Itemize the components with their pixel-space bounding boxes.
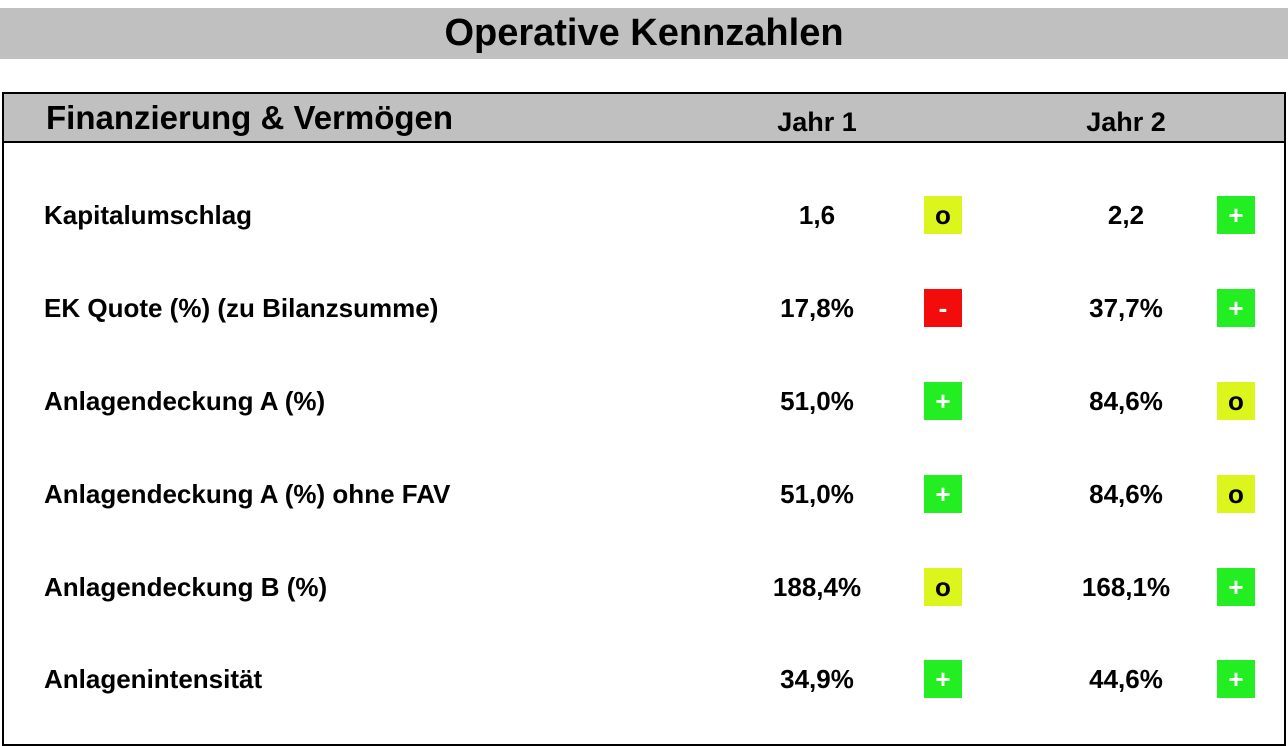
rating-badge-year-1: + [924, 475, 962, 513]
kpi-panel: Finanzierung & Vermögen Jahr 1 Jahr 2 Ka… [2, 92, 1286, 746]
kpi-value-year-1: 51,0% [780, 479, 854, 509]
kpi-value-year-2: 168,1% [1081, 572, 1171, 602]
rating-badge-year-1: o [924, 568, 962, 606]
kpi-value-year-1: 34,9% [780, 664, 854, 694]
kpi-value-year-2: 84,6% [1089, 479, 1163, 509]
column-header-year-1: Jahr 1 [777, 107, 857, 137]
kpi-row: Anlagendeckung A (%) 51,0% + 84,6% o [4, 381, 1284, 421]
kpi-label: Anlagendeckung B (%) [44, 572, 328, 602]
rating-badge-year-2: + [1217, 196, 1255, 234]
kpi-value-year-1: 188,4% [772, 572, 862, 602]
kpi-label: Anlagendeckung A (%) ohne FAV [44, 479, 451, 509]
rating-badge-year-1: + [924, 660, 962, 698]
kpi-row: Anlagenintensität 34,9% + 44,6% + [4, 659, 1284, 699]
panel-header: Finanzierung & Vermögen Jahr 1 Jahr 2 [4, 94, 1284, 143]
kpi-row: Anlagendeckung B (%) 188,4% o 168,1% + [4, 567, 1284, 607]
kpi-label: EK Quote (%) (zu Bilanzsumme) [44, 293, 439, 323]
rating-badge-year-1: o [924, 196, 962, 234]
kpi-value-year-1: 17,8% [780, 293, 854, 323]
rating-badge-year-1: + [924, 382, 962, 420]
section-title: Finanzierung & Vermögen [46, 99, 454, 136]
kpi-value-year-1: 51,0% [780, 386, 854, 416]
kpi-label: Anlagenintensität [44, 664, 263, 694]
rating-badge-year-2: + [1217, 568, 1255, 606]
rating-badge-year-2: + [1217, 289, 1255, 327]
kpi-row: EK Quote (%) (zu Bilanzsumme) 17,8% - 37… [4, 288, 1284, 328]
kpi-value-year-2: 44,6% [1089, 664, 1163, 694]
column-header-year-2: Jahr 2 [1086, 107, 1166, 137]
kpi-value-year-2: 37,7% [1089, 293, 1163, 323]
kpi-row: Anlagendeckung A (%) ohne FAV 51,0% + 84… [4, 474, 1284, 514]
kpi-label: Anlagendeckung A (%) [44, 386, 326, 416]
kpi-value-year-1: 1,6 [798, 200, 836, 230]
kpi-value-year-2: 2,2 [1107, 200, 1145, 230]
kpi-label: Kapitalumschlag [44, 200, 253, 230]
rating-badge-year-2: o [1217, 475, 1255, 513]
rating-badge-year-1: - [924, 289, 962, 327]
kpi-value-year-2: 84,6% [1089, 386, 1163, 416]
kpi-row: Kapitalumschlag 1,6 o 2,2 + [4, 195, 1284, 235]
rating-badge-year-2: + [1217, 660, 1255, 698]
page-title: Operative Kennzahlen [0, 8, 1288, 59]
rating-badge-year-2: o [1217, 382, 1255, 420]
